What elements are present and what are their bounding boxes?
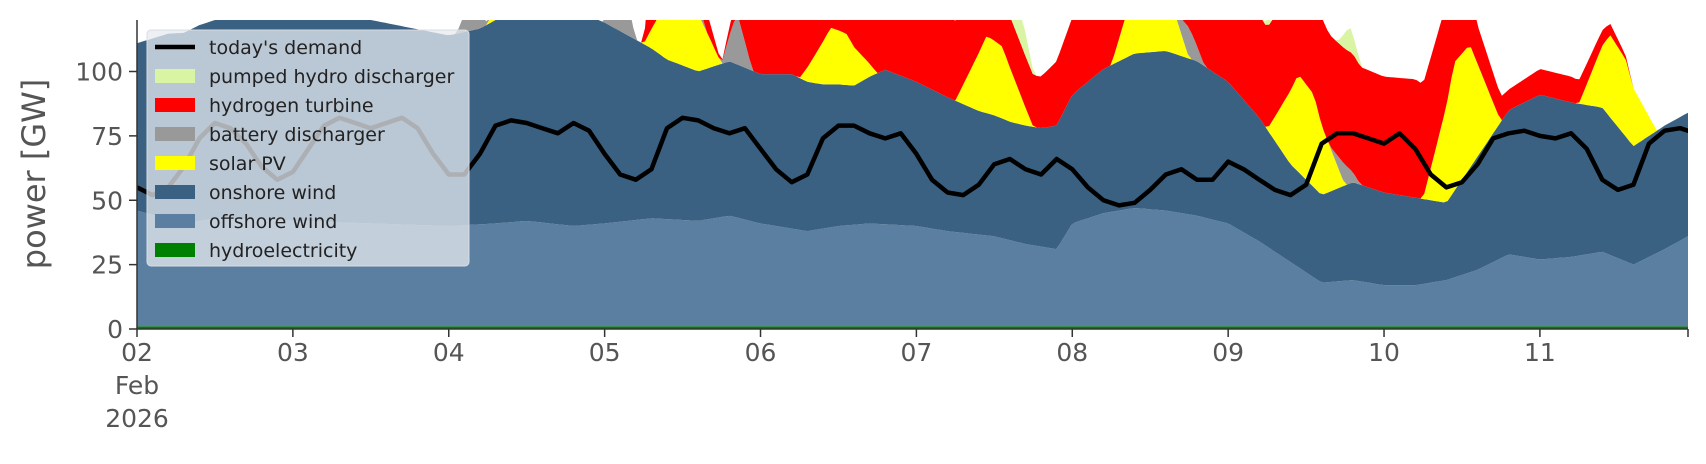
x-tick-label: 04 <box>433 338 465 367</box>
y-tick-label: 0 <box>107 315 123 344</box>
x-tick-label: 10 <box>1368 338 1400 367</box>
x-tick-label: 08 <box>1056 338 1088 367</box>
legend-box <box>146 29 470 267</box>
y-tick-label: 75 <box>91 122 123 151</box>
x-tick-label: 09 <box>1212 338 1244 367</box>
legend-label-onshore-wind: onshore wind <box>209 182 336 204</box>
x-tick-label: 11 <box>1524 338 1556 367</box>
area-onshore-wind <box>137 20 1688 286</box>
legend: today's demand pumped hydro discharger hyd… <box>146 29 470 267</box>
x-tick-label: 07 <box>900 338 932 367</box>
legend-swatch-solar-pv <box>155 156 195 170</box>
x-tick-label: 06 <box>745 338 777 367</box>
legend-swatch-hydrogen-turbine <box>155 98 195 112</box>
legend-swatch-onshore-wind <box>155 185 195 199</box>
legend-label-pumped-hydro-discharger: pumped hydro discharger <box>209 66 454 88</box>
y-tick-label: 100 <box>75 58 123 87</box>
x-tick-label: Feb <box>115 371 159 400</box>
legend-label-battery-discharger: battery discharger <box>209 124 385 146</box>
x-tick-label: 2026 <box>105 404 169 433</box>
y-tick-label: 25 <box>91 251 123 280</box>
y-tick-label: 50 <box>91 186 123 215</box>
area-offshore-wind <box>137 208 1688 327</box>
legend-swatch-battery-discharger <box>155 127 195 141</box>
x-tick-label: 03 <box>277 338 309 367</box>
legend-label-hydroelectricity: hydroelectricity <box>209 240 357 262</box>
stacked-areas <box>137 20 1688 329</box>
x-tick-label: 02 <box>121 338 153 367</box>
area-solar-pv <box>137 20 1688 203</box>
legend-label-hydrogen-turbine: hydrogen turbine <box>209 95 374 117</box>
legend-swatch-pumped-hydro-discharger <box>155 69 195 83</box>
x-tick-label: 05 <box>589 338 621 367</box>
legend-swatch-hydroelectricity <box>155 243 195 257</box>
legend-label-today-s-demand: today's demand <box>209 37 362 59</box>
y-axis-label: power [GW] <box>15 79 53 269</box>
legend-label-solar-pv: solar PV <box>209 153 286 175</box>
axes: 0 25 50 75 100 02 Feb 2026 03 04 05 06 07 08 09 10 11 <box>75 20 1689 433</box>
legend-swatch-offshore-wind <box>155 214 195 228</box>
area-hydrogen-turbine <box>137 20 1688 199</box>
legend-label-offshore-wind: offshore wind <box>209 211 337 233</box>
